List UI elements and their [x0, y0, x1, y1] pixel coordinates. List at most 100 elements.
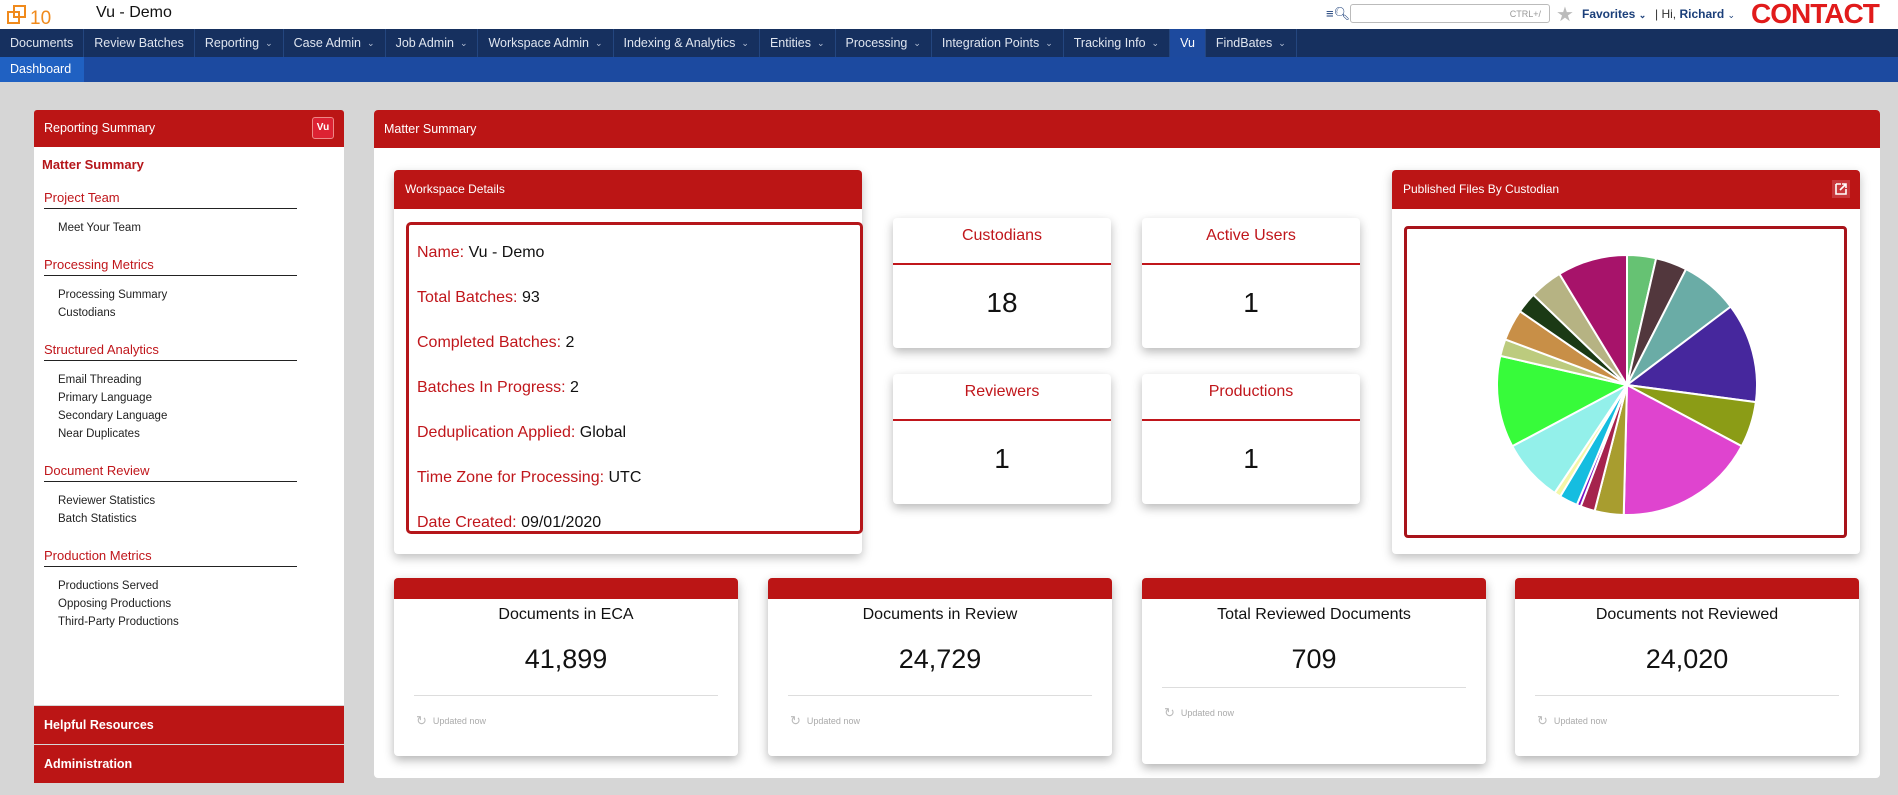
workspace-detail-row: Time Zone for Processing: UTC	[417, 455, 852, 500]
chevron-down-icon: ⌄	[741, 38, 749, 48]
chevron-down-icon: ⌄	[265, 38, 273, 48]
stat-card-productions[interactable]: Productions 1	[1142, 374, 1360, 504]
search-icon[interactable]: ≡🔍︎	[1326, 6, 1351, 21]
external-link-icon[interactable]	[1832, 180, 1850, 198]
sidebar-item-matter-summary[interactable]: Matter Summary	[42, 157, 144, 172]
nav-item-integration-points[interactable]: Integration Points ⌄	[932, 29, 1064, 57]
sidebar-title: Reporting Summary	[44, 121, 156, 135]
detail-key: Name:	[417, 244, 465, 261]
detail-value: UTC	[608, 469, 642, 486]
pie-chart[interactable]	[1407, 229, 1844, 535]
vu-badge-icon[interactable]: Vu	[312, 117, 334, 139]
contact-logo[interactable]: CONTACT	[1751, 0, 1880, 29]
stat-card-custodians[interactable]: Custodians 18	[893, 218, 1111, 348]
pie-chart-container	[1404, 226, 1847, 538]
sidebar-section-title: Production Metrics	[44, 548, 297, 567]
workspace-detail-row: Batches In Progress: 2	[417, 365, 852, 410]
subnav-dashboard[interactable]: Dashboard	[0, 57, 84, 82]
chart-card-title: Published Files By Custodian	[1392, 170, 1860, 209]
sidebar-link-productions-served[interactable]: Productions Served	[58, 580, 159, 592]
kpi-label: Documents not Reviewed	[1595, 606, 1779, 623]
search-input[interactable]: CTRL+/	[1350, 4, 1550, 23]
kpi-card-documents-in-eca[interactable]: Documents in ECA 41,899 ↻ Updated now	[394, 578, 738, 756]
nav-item-review-batches[interactable]: Review Batches	[84, 29, 195, 57]
sidebar-link-reviewer-statistics[interactable]: Reviewer Statistics	[58, 495, 156, 507]
detail-key: Total Batches:	[417, 289, 518, 306]
sidebar-section-title: Processing Metrics	[44, 257, 297, 276]
sidebar-link-opposing-productions[interactable]: Opposing Productions	[58, 598, 172, 610]
nav-item-workspace-admin[interactable]: Workspace Admin ⌄	[478, 29, 614, 57]
sidebar-link-processing-summary[interactable]: Processing Summary	[58, 289, 168, 301]
kpi-value: 24,020	[1645, 644, 1729, 674]
refresh-icon[interactable]: ↻	[1537, 713, 1548, 728]
pie-slice[interactable]	[1624, 305, 1758, 404]
nav-item-processing[interactable]: Processing ⌄	[836, 29, 932, 57]
detail-value: 2	[569, 379, 579, 396]
kpi-card-documents-in-review[interactable]: Documents in Review 24,729 ↻ Updated now	[768, 578, 1112, 756]
sidebar-section-project-team: Project Team Meet Your Team	[42, 190, 336, 237]
kpi-label: Documents in ECA	[498, 606, 634, 623]
chevron-down-icon: ⌄	[1045, 38, 1053, 48]
kpi-card-bar	[1142, 578, 1486, 599]
kpi-card-documents-not-reviewed[interactable]: Documents not Reviewed 24,020 ↻ Updated now	[1515, 578, 1859, 756]
matter-summary-panel: Matter Summary Workspace Details Name: V…	[374, 110, 1880, 778]
updated-status: Updated now	[432, 716, 486, 726]
kpi-card-total-reviewed-documents[interactable]: Total Reviewed Documents 709 ↻ Updated now	[1142, 578, 1486, 764]
divider	[1535, 695, 1839, 696]
sidebar-link-third-party-productions[interactable]: Third-Party Productions	[58, 616, 179, 628]
nav-item-job-admin[interactable]: Job Admin ⌄	[386, 29, 479, 57]
sidebar-link-secondary-language[interactable]: Secondary Language	[58, 410, 168, 422]
sidebar-section-production-metrics: Production Metrics Productions Served Oppo…	[42, 548, 336, 631]
kpi-card-bar	[768, 578, 1112, 599]
app-title: Vu - Demo	[96, 4, 172, 21]
workspace-detail-row: Date Created: 09/01/2020	[417, 500, 852, 545]
detail-value: 93	[521, 289, 540, 306]
detail-key: Completed Batches:	[417, 334, 562, 351]
sidebar-helpful-resources[interactable]: Helpful Resources	[34, 706, 344, 744]
workspace-detail-row: Completed Batches: 2	[417, 320, 852, 365]
relativity-logo[interactable]: 10	[6, 4, 56, 26]
chevron-down-icon: ⌄	[913, 38, 921, 48]
updated-status: Updated now	[806, 716, 860, 726]
sidebar-section-title: Structured Analytics	[44, 342, 297, 361]
nav-item-tracking-info[interactable]: Tracking Info ⌄	[1064, 29, 1171, 57]
sidebar-link-custodians[interactable]: Custodians	[58, 307, 116, 319]
stat-card-active-users[interactable]: Active Users 1	[1142, 218, 1360, 348]
sidebar: Reporting Summary Vu Matter Summary Proj…	[34, 110, 344, 785]
nav-item-findbates[interactable]: FindBates ⌄	[1206, 29, 1297, 57]
stat-card-reviewers[interactable]: Reviewers 1	[893, 374, 1111, 504]
nav-item-entities[interactable]: Entities ⌄	[760, 29, 836, 57]
nav-item-vu[interactable]: Vu	[1170, 29, 1206, 57]
updated-status: Updated now	[1180, 708, 1234, 718]
detail-value: 2	[565, 334, 575, 351]
refresh-icon[interactable]: ↻	[1164, 705, 1175, 720]
refresh-icon[interactable]: ↻	[416, 713, 427, 728]
sidebar-link-batch-statistics[interactable]: Batch Statistics	[58, 513, 137, 525]
divider	[788, 695, 1092, 696]
sidebar-section-structured-analytics: Structured Analytics Email Threading Prima…	[42, 342, 336, 443]
kpi-label: Total Reviewed Documents	[1217, 606, 1411, 623]
sidebar-link-meet-your-team[interactable]: Meet Your Team	[58, 222, 141, 234]
nav-item-documents[interactable]: Documents	[0, 29, 85, 57]
detail-key: Time Zone for Processing:	[417, 469, 605, 486]
nav-item-case-admin[interactable]: Case Admin ⌄	[284, 29, 386, 57]
user-menu[interactable]: | Hi, Richard ⌄	[1655, 7, 1736, 21]
sidebar-link-primary-language[interactable]: Primary Language	[58, 392, 152, 404]
workspace-details-card: Workspace Details Name: Vu - Demo Total B…	[394, 170, 863, 554]
favorites-menu[interactable]: Favorites ⌄	[1582, 7, 1647, 21]
refresh-icon[interactable]: ↻	[790, 713, 801, 728]
pie-slice[interactable]	[1622, 383, 1744, 516]
nav-item-reporting[interactable]: Reporting ⌄	[195, 29, 284, 57]
updated-status: Updated now	[1553, 716, 1607, 726]
sidebar-header: Reporting Summary Vu	[34, 110, 344, 147]
chevron-down-icon: ⌄	[1151, 38, 1160, 48]
nav-item-indexing-analytics[interactable]: Indexing & Analytics ⌄	[614, 29, 760, 57]
sidebar-link-near-duplicates[interactable]: Near Duplicates	[58, 428, 140, 440]
chevron-down-icon: ⌄	[595, 38, 603, 48]
pie-slice[interactable]	[1558, 253, 1628, 389]
sidebar-administration[interactable]: Administration	[34, 745, 344, 783]
workspace-detail-row: Name: Vu - Demo	[417, 230, 852, 275]
sidebar-link-email-threading[interactable]: Email Threading	[58, 374, 142, 386]
detail-value: 09/01/2020	[521, 514, 602, 531]
favorites-star-icon[interactable]: ★	[1556, 4, 1574, 26]
